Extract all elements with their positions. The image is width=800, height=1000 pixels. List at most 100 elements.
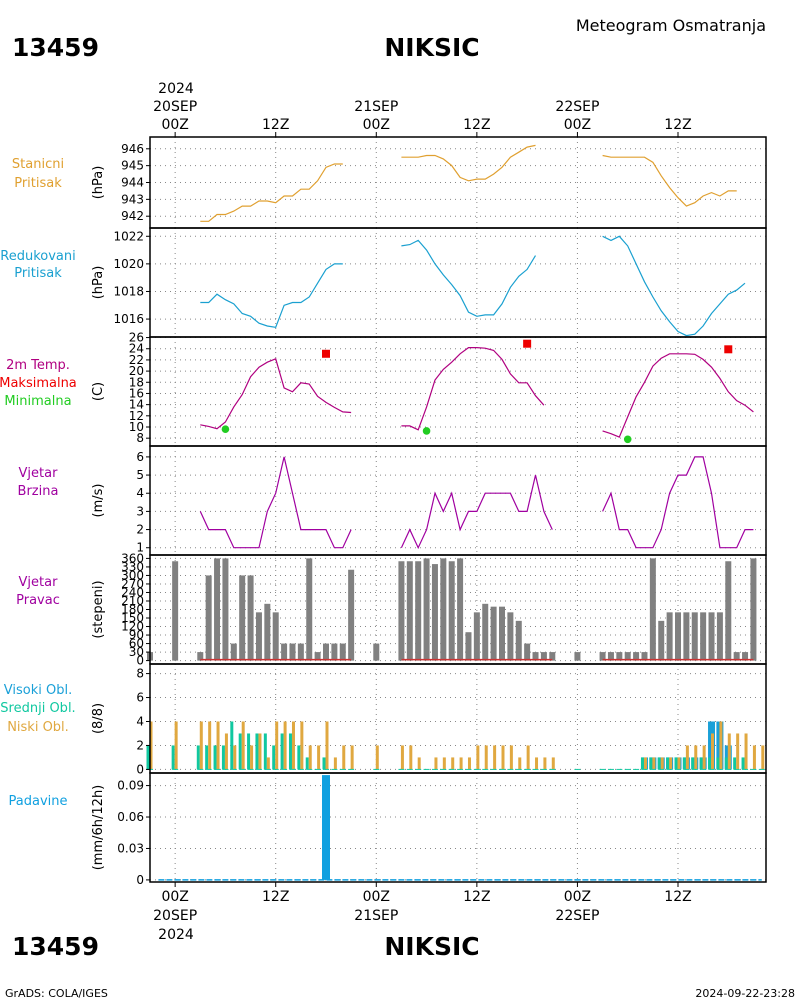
y-tick-label: 300	[121, 568, 144, 582]
y-tick-label: 4	[136, 486, 144, 500]
low-cloud-bar	[727, 733, 731, 770]
x-tick-label-bottom: 12Z	[262, 889, 289, 905]
y-tick-label: 12	[129, 409, 144, 423]
mid-cloud-bar	[297, 745, 301, 770]
wind-direction-bar	[683, 612, 690, 661]
mid-cloud-bar	[146, 745, 150, 770]
wind-direction-bar	[339, 643, 346, 661]
meteogram-title: Meteogram Osmatranja	[576, 16, 766, 35]
y-tick-label: 945	[121, 159, 144, 173]
wind-direction-bar	[482, 603, 489, 661]
mid-cloud-bar	[657, 757, 661, 770]
wind-direction-bar	[172, 561, 179, 661]
wind-direction-bar	[448, 561, 455, 661]
y-tick-label: 270	[121, 577, 144, 591]
wind-direction-bar	[675, 612, 681, 661]
low-cloud-bar	[476, 745, 480, 770]
x-tick-label-top: 12Z	[262, 117, 289, 133]
series-line	[602, 353, 754, 438]
wind-direction-bar	[716, 612, 723, 661]
wind-direction-bar	[331, 643, 338, 661]
station-id-top: 13459	[12, 33, 99, 62]
panel-label: Maksimalna	[0, 376, 77, 391]
low-cloud-bar	[711, 733, 715, 770]
wind-direction-bar	[289, 643, 296, 661]
mid-cloud-bar	[238, 733, 242, 770]
wind-direction-bar	[431, 564, 438, 661]
y-axis-label: (hPa)	[91, 166, 106, 200]
wind-direction-bar	[507, 612, 514, 661]
y-axis-label: (hPa)	[91, 266, 106, 300]
mid-cloud-bar	[305, 757, 309, 770]
x-tick-label-bottom: 00Z	[161, 889, 188, 905]
mid-cloud-bar	[230, 721, 234, 770]
y-tick-label: 942	[121, 209, 144, 223]
y-tick-label: 210	[121, 594, 144, 608]
wind-direction-bar	[281, 643, 288, 661]
min-temp-marker	[221, 425, 230, 434]
low-cloud-bar	[291, 721, 295, 770]
y-tick-label: 0	[136, 873, 144, 887]
min-temp-marker	[422, 427, 431, 435]
panel-label: Niski Obl.	[7, 720, 69, 735]
low-cloud-bar	[258, 733, 262, 770]
wind-direction-bar	[750, 558, 757, 661]
low-cloud-bar	[241, 721, 245, 770]
y-tick-label: 16	[129, 386, 144, 400]
low-cloud-bar	[375, 745, 379, 770]
series-line	[401, 239, 537, 317]
text-layer: 942943944945946(hPa)StanicniPritisak1016…	[0, 99, 692, 924]
low-cloud-bar	[250, 745, 254, 770]
y-axis-label: (8/8)	[91, 703, 106, 734]
y-tick-label: 946	[121, 142, 144, 156]
x-tick-label-bottom: 00Z	[363, 889, 390, 905]
mid-cloud-bar	[255, 733, 259, 770]
low-cloud-bar	[509, 745, 513, 770]
y-tick-label: 20	[129, 364, 144, 378]
wind-direction-bar	[733, 652, 740, 661]
day-label-top: 22SEP	[555, 99, 599, 115]
series-line	[401, 144, 536, 182]
y-tick-label: 0	[136, 762, 144, 776]
panel-label: Stanicni	[12, 157, 64, 172]
mid-cloud-bar	[196, 745, 200, 770]
wind-direction-bar	[624, 652, 631, 661]
y-tick-label: 90	[129, 628, 144, 642]
y-tick-label: 8	[136, 667, 144, 681]
panel-label: 2m Temp.	[6, 358, 70, 373]
y-tick-label: 5	[136, 468, 144, 482]
panel-label: Visoki Obl.	[4, 683, 72, 698]
mid-cloud-bar	[724, 757, 728, 770]
wind-direction-bar	[306, 558, 313, 661]
wind-direction-bar	[599, 652, 606, 661]
wind-direction-bar	[700, 612, 707, 661]
y-tick-label: 22	[129, 353, 144, 367]
wind-direction-bar	[264, 603, 271, 661]
wind-direction-bar	[406, 561, 413, 661]
mid-cloud-bar	[649, 757, 653, 770]
wind-direction-bar	[490, 606, 497, 661]
low-cloud-bar	[333, 757, 337, 770]
low-cloud-bar	[752, 745, 756, 770]
x-tick-label-top: 00Z	[564, 117, 591, 133]
y-tick-label: 0.03	[117, 841, 144, 855]
low-cloud-bar	[350, 745, 354, 770]
mid-cloud-bar	[205, 745, 209, 770]
series-line	[199, 456, 352, 549]
low-cloud-bar	[283, 721, 287, 770]
low-cloud-bar	[149, 721, 153, 770]
mid-cloud-bar	[221, 745, 225, 770]
panel-label: Minimalna	[4, 394, 71, 409]
mid-cloud-bar	[213, 745, 217, 770]
low-cloud-bar	[526, 745, 530, 770]
series-line	[200, 163, 343, 222]
low-cloud-bar	[409, 745, 413, 770]
precip-bar	[322, 775, 330, 880]
station-name-top: NIKSIC	[384, 33, 479, 62]
mid-cloud-bar	[263, 733, 267, 770]
low-cloud-bar	[702, 745, 706, 770]
y-tick-label: 0	[136, 654, 144, 668]
wind-direction-bar	[373, 643, 380, 661]
wind-direction-bar	[473, 612, 480, 661]
series-line	[400, 474, 553, 550]
